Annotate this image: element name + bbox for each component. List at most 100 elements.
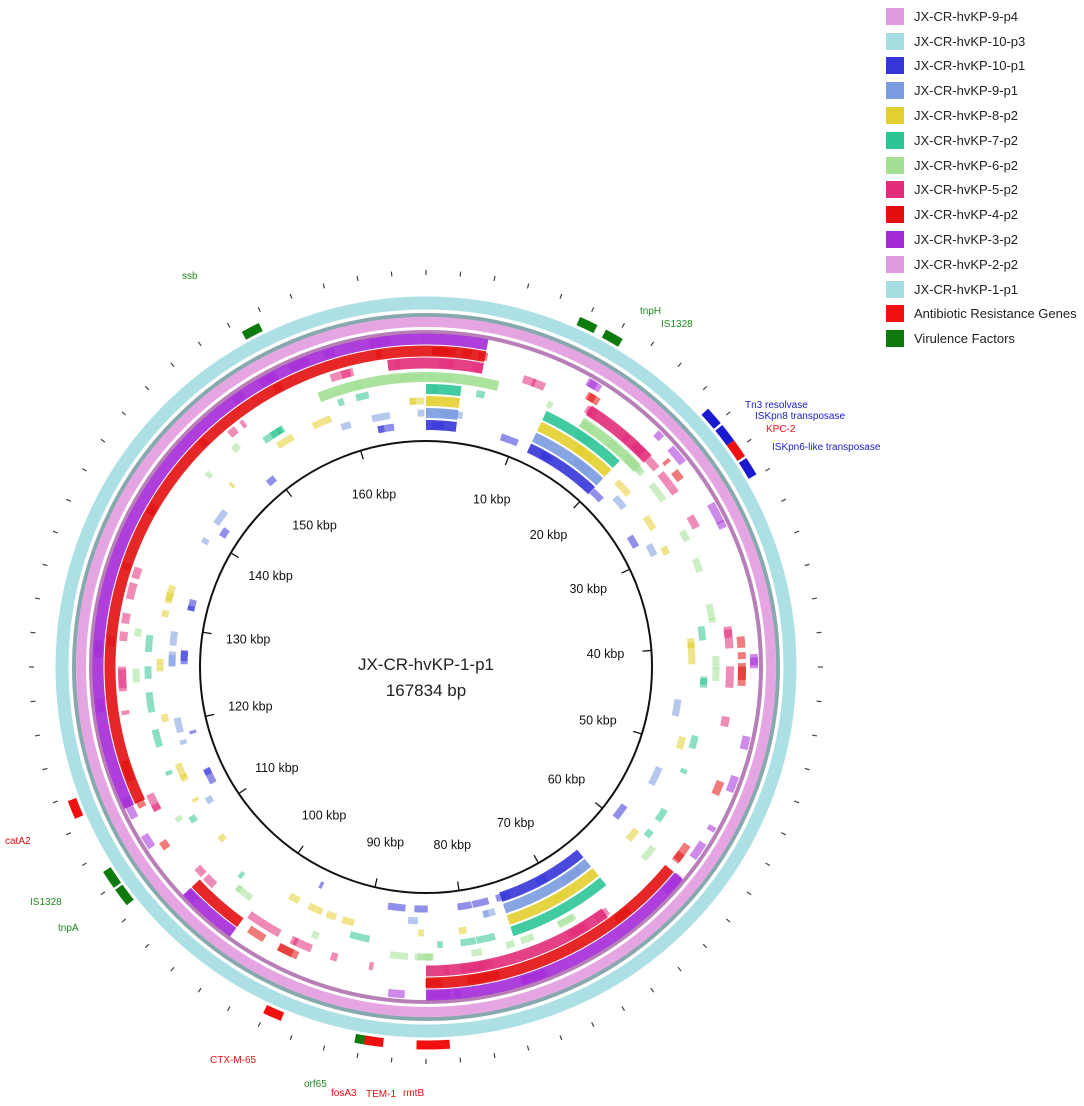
gene-marker (263, 1004, 285, 1021)
kbp-tick-label: 120 kbp (228, 699, 273, 713)
kbp-tick-mark (621, 568, 631, 574)
gene-label-rmtb: rmtB (403, 1088, 424, 1099)
legend-label: JX-CR-hvKP-9-p4 (914, 8, 1019, 24)
outer-tick (34, 734, 41, 737)
outer-tick (52, 530, 58, 534)
blast-hit-fragment (583, 421, 591, 430)
legend-item: JX-CR-hvKP-1-p1 (886, 277, 1084, 302)
blast-hit-fragment (654, 807, 668, 823)
blast-hit-fragment (621, 433, 631, 443)
blast-hit-fragment (725, 666, 734, 689)
blast-hit-fragment (258, 371, 279, 388)
outer-tick (170, 966, 175, 972)
legend-item: JX-CR-hvKP-5-p2 (886, 178, 1084, 203)
kbp-tick-label: 10 kbp (473, 492, 511, 506)
blast-hit-fragment (231, 390, 247, 405)
outer-tick (65, 832, 71, 836)
legend-label: JX-CR-hvKP-3-p2 (914, 232, 1019, 248)
blast-hit-fragment (706, 824, 717, 833)
outer-tick (702, 943, 708, 949)
outer-tick (322, 1045, 326, 1051)
blast-hit-fragment (134, 627, 143, 637)
outer-tick (725, 411, 731, 416)
blast-hit-fragment (358, 391, 370, 401)
blast-hit-fragment (368, 336, 391, 348)
gene-marker (67, 797, 84, 819)
kbp-tick-label: 50 kbp (579, 713, 617, 727)
legend-swatch (886, 181, 904, 199)
blast-hit-fragment (307, 902, 324, 916)
outer-tick (794, 800, 800, 804)
gene-marker (363, 1035, 384, 1048)
blast-hit-fragment (607, 439, 621, 453)
blast-hit-fragment (471, 362, 484, 373)
legend-label: JX-CR-hvKP-1-p1 (914, 281, 1019, 297)
gene-label-ctx-m-65: CTX-M-65 (210, 1055, 257, 1066)
blast-hit-fragment (121, 562, 132, 571)
blast-hit-fragment (475, 932, 496, 944)
kbp-tick-label: 140 kbp (248, 569, 293, 583)
outer-tick (289, 1035, 293, 1041)
legend-swatch (886, 255, 904, 273)
gene-label-kpc-2: KPC-2 (766, 424, 796, 435)
blast-hit-fragment (661, 872, 683, 895)
kbp-tick-mark (504, 456, 510, 466)
blast-hit-fragment (371, 412, 391, 423)
outer-tick (100, 891, 106, 896)
blast-hit-fragment (671, 850, 685, 864)
outer-tick (804, 563, 810, 567)
blast-hit-fragment (121, 709, 130, 716)
blast-hit-fragment (439, 359, 455, 369)
outer-tick (81, 862, 87, 867)
gene-labels: ssb tnpH IS1328 Tn3 resolvase ISKpn8 tra… (5, 271, 881, 1100)
blast-hit-fragment (720, 715, 730, 728)
blast-hit-fragment (461, 349, 473, 359)
blast-hit-fragment (323, 348, 336, 359)
outer-tick (257, 306, 261, 312)
blast-hit-fragment (586, 392, 597, 404)
outer-tick (765, 467, 771, 472)
blast-hit-fragment (246, 925, 267, 943)
kbp-tick-label: 130 kbp (226, 632, 271, 646)
blast-hit-fragment (545, 400, 554, 410)
legend-swatch (886, 82, 904, 100)
gene-label-tn3-resolvase: Tn3 resolvase (745, 400, 808, 411)
legend-label: Antibiotic Resistance Genes (914, 306, 1077, 322)
blast-hit-fragment (234, 884, 244, 893)
blast-hit-fragment (329, 368, 352, 383)
outer-tick (42, 767, 48, 771)
gene-marker (430, 1039, 451, 1050)
blast-hit-fragment (439, 373, 454, 382)
blast-hit-fragment (662, 457, 671, 467)
blast-hit-fragment (189, 729, 197, 735)
blast-hit-fragment (660, 545, 671, 556)
blast-hit-fragment (159, 839, 171, 851)
blast-hit-fragment (340, 421, 352, 431)
legend-label: JX-CR-hvKP-4-p2 (914, 207, 1019, 223)
legend-label: JX-CR-hvKP-10-p1 (914, 58, 1026, 74)
blast-hit-fragment (540, 451, 550, 461)
blast-hit-fragment (174, 814, 184, 823)
blast-ring (72, 313, 780, 1021)
outer-tick (144, 385, 150, 391)
blast-hit-fragment (579, 433, 592, 445)
blast-hit-fragment (739, 735, 751, 751)
legend-label: Virulence Factors (914, 331, 1015, 347)
outer-tick (677, 362, 682, 368)
blast-hit-fragment (519, 933, 535, 945)
outer-tick (289, 293, 293, 299)
blast-hit-fragment (439, 409, 451, 418)
blast-ring-segment (425, 872, 683, 1001)
legend-item: JX-CR-hvKP-2-p2 (886, 252, 1084, 277)
blast-hit-fragment (505, 939, 516, 950)
blast-hit-fragment (432, 347, 456, 357)
outer-tick (226, 1006, 231, 1012)
kbp-tick-mark (205, 713, 215, 717)
blast-hit-fragment (230, 442, 242, 454)
kbp-tick-mark (633, 730, 643, 735)
gene-markers (67, 316, 757, 1050)
blast-hit-fragment (213, 508, 229, 527)
blast-hit-fragment (458, 926, 467, 935)
blast-hit-fragment (135, 798, 147, 809)
legend-label: JX-CR-hvKP-5-p2 (914, 182, 1019, 198)
